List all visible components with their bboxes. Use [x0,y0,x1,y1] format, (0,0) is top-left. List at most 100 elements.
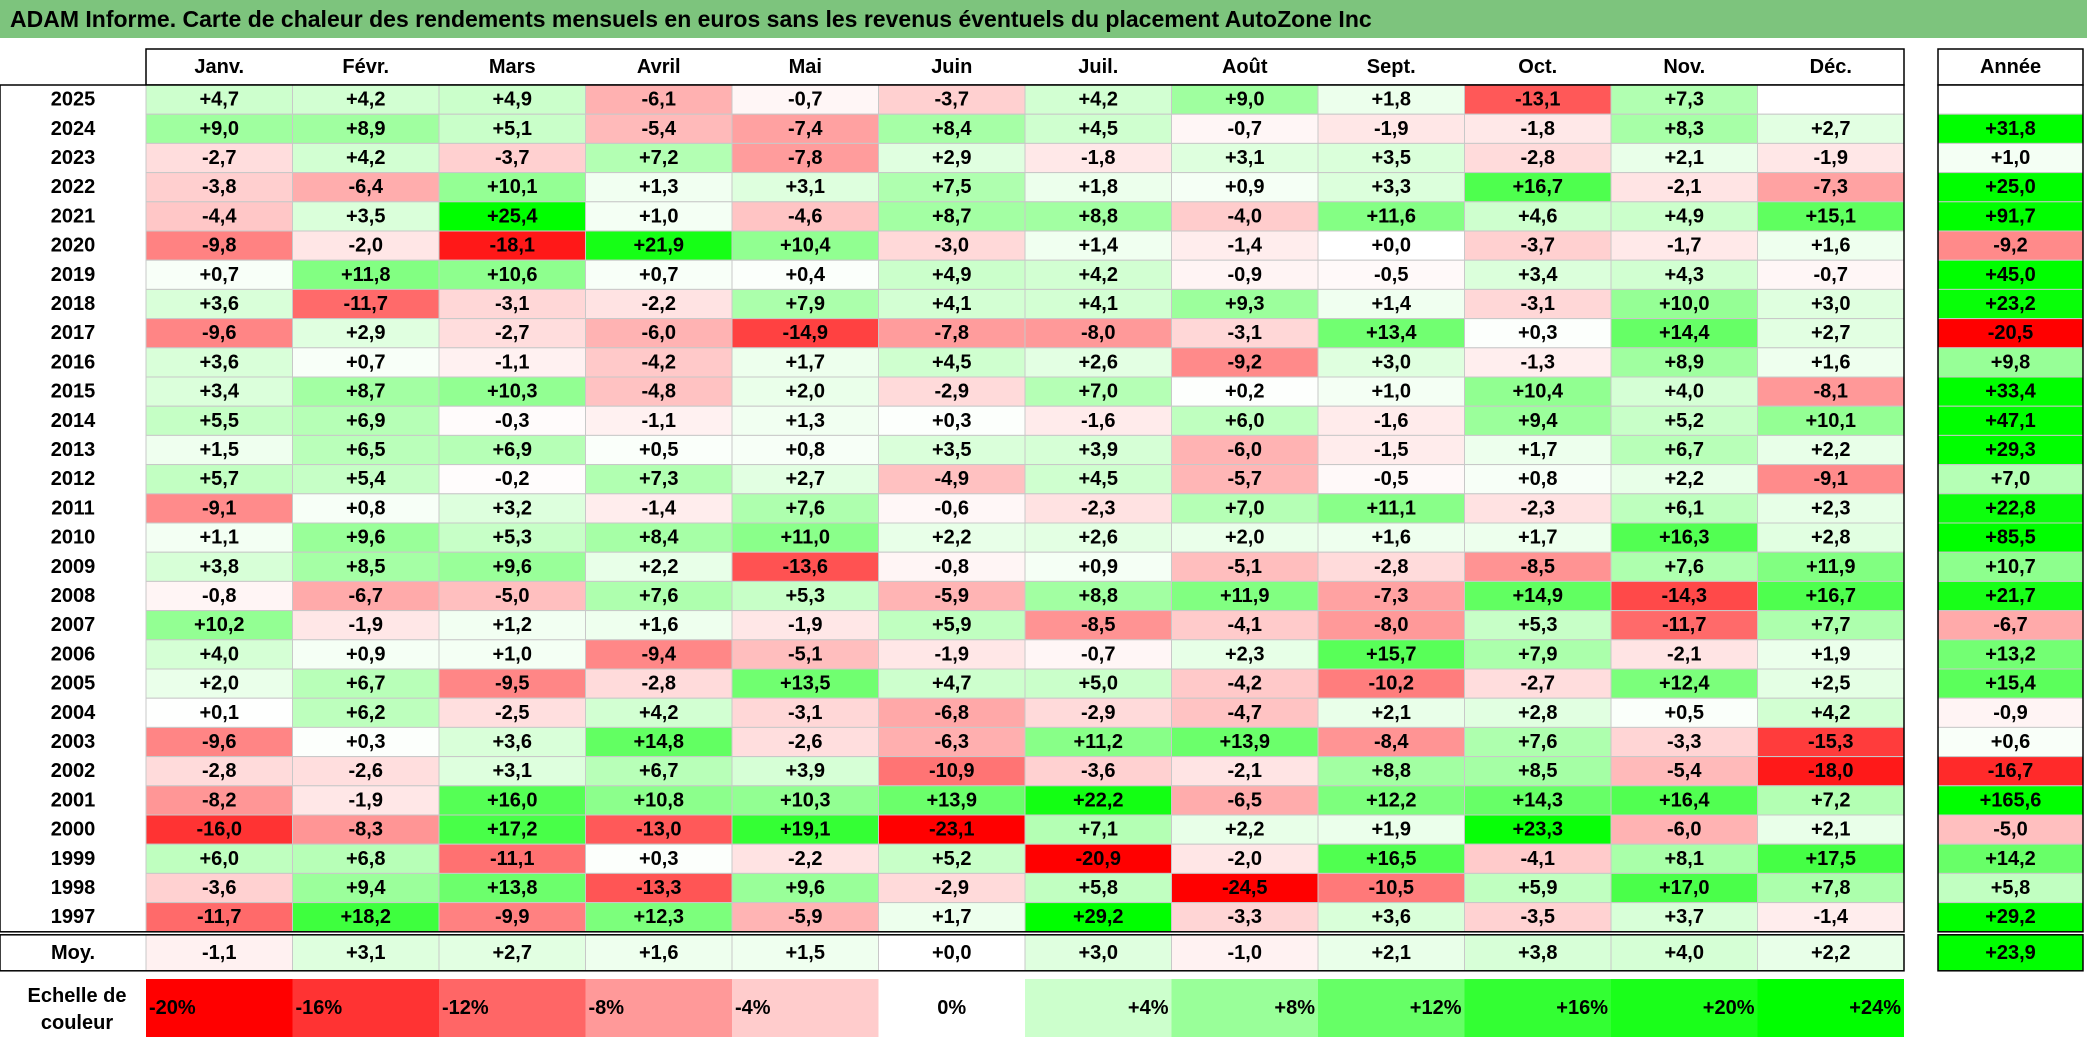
cell-value: -6,4 [349,176,384,198]
heatmap-cell [292,551,440,582]
cell-value: +16,3 [1659,527,1710,549]
heatmap-cell [1610,639,1758,670]
annual-value: +22,8 [1985,497,2036,519]
cell-value: -2,0 [1228,848,1262,870]
cell-value: +8,8 [1079,585,1118,607]
cell-value: +3,0 [1811,293,1850,315]
heatmap-cell [145,551,293,582]
scale-swatch [146,979,293,1037]
cell-value: +2,0 [786,381,825,403]
cell-value: -6,3 [935,731,969,753]
cell-value: +3,4 [1518,264,1558,286]
cell-value: +5,3 [493,527,532,549]
cell-value: +2,1 [1811,819,1850,841]
heatmap-cell [1757,405,1905,436]
cell-value: +7,8 [1811,877,1850,899]
annual-cell [1937,639,2084,670]
heatmap-cell [1171,376,1319,407]
cell-value: +1,7 [786,351,825,373]
cell-value: -23,1 [929,819,975,841]
heatmap-cell [1757,522,1905,553]
heatmap-cell [438,872,586,904]
cell-value: -5,1 [788,643,822,665]
heatmap-cell [1317,814,1465,845]
heatmap-cell [1610,464,1758,495]
cell-value: +6,8 [346,848,385,870]
cell-value: +15,1 [1805,205,1856,227]
cell-value: +4,7 [200,89,239,111]
heatmap-cell [585,230,733,261]
cell-value: -8,0 [1374,614,1408,636]
cell-value: +4,5 [1079,468,1118,490]
annual-value: -16,7 [1988,760,2034,782]
cell-value: +16,7 [1512,176,1563,198]
cell-value: +2,8 [1811,527,1850,549]
average-cell [438,934,586,972]
heatmap-cell [1171,84,1319,115]
month-header-6: Juin [931,56,972,78]
year-label: 2000 [51,819,96,841]
heatmap-cell [878,318,1026,349]
heatmap-cell [1757,872,1905,904]
cell-value: +8,7 [932,205,971,227]
cell-value: +7,2 [1811,789,1850,811]
cell-value: -2,2 [788,848,822,870]
heatmap-cell [1171,464,1319,495]
heatmap-cell [1024,610,1172,641]
year-label: 2010 [51,527,96,549]
year-label: 2025 [51,89,96,111]
heatmap-cell [585,201,733,232]
cell-value: -1,4 [1814,906,1849,928]
cell-value: +4,0 [1665,381,1704,403]
cell-value: +5,3 [786,585,825,607]
cell-value: +9,0 [200,118,239,140]
heatmap-cell [438,259,586,290]
cell-value: +1,0 [639,205,678,227]
heatmap-cell [145,697,293,728]
cell-value: +6,1 [1665,497,1704,519]
month-header-2: Févr. [342,56,389,78]
cell-value: +0,9 [1225,176,1264,198]
cell-value: +8,7 [346,381,385,403]
cell-value: -3,1 [788,702,822,724]
heatmap-cell [731,493,879,524]
cell-value: -3,5 [1521,906,1555,928]
heatmap-cell [1464,610,1612,641]
month-header-11: Nov. [1663,56,1705,78]
cell-value: +6,7 [1665,439,1704,461]
annual-cell [1937,172,2084,203]
cell-value: +2,6 [1079,351,1118,373]
cell-value: +8,8 [1079,205,1118,227]
cell-value: +1,0 [1372,381,1411,403]
annual-cell [1937,84,2084,115]
heatmap-cell [1024,697,1172,728]
heatmap-cell [1610,405,1758,436]
year-label: 2001 [51,789,96,811]
heatmap-cell [1757,697,1905,728]
cell-value: +7,3 [639,468,678,490]
heatmap-cell [1464,288,1612,320]
cell-value: +5,3 [1518,614,1557,636]
cell-value: -7,4 [788,118,823,140]
heatmap-cell [292,464,440,495]
cell-value: +13,4 [1366,322,1417,344]
cell-value: -8,1 [1814,381,1848,403]
heatmap-cell [292,259,440,290]
annual-cell [1937,697,2084,728]
cell-value: -0,2 [495,468,529,490]
cell-value: +0,8 [786,439,825,461]
cell-value: -7,8 [788,147,822,169]
cell-value: -1,8 [1521,118,1555,140]
heatmap-cell [1317,259,1465,290]
heatmap-cell [145,493,293,524]
cell-value: +9,4 [346,877,386,899]
cell-value: +5,4 [346,468,386,490]
cell-value: +4,7 [932,673,971,695]
heatmap-cell [1024,902,1172,933]
cell-value: -3,1 [1521,293,1555,315]
cell-value: +8,9 [346,118,385,140]
heatmap-cell [292,756,440,787]
scale-swatch [732,979,879,1037]
month-header-7: Juil. [1078,56,1118,78]
cell-value: +7,7 [1811,614,1850,636]
